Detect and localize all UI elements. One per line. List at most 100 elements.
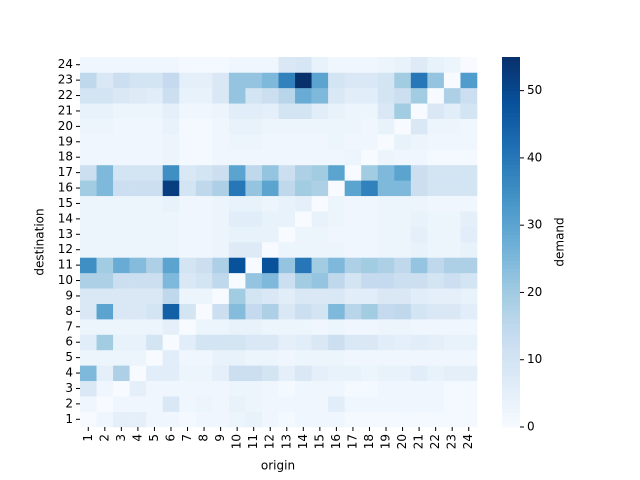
heatmap-cell [460, 242, 478, 258]
heatmap-cell [460, 211, 478, 227]
heatmap-cell [361, 226, 379, 243]
heatmap-cell [228, 242, 246, 258]
heatmap-cell [261, 303, 279, 320]
heatmap-cell [113, 103, 130, 119]
heatmap-cell [96, 134, 114, 150]
heatmap-cell [278, 334, 296, 351]
heatmap-cell [344, 72, 362, 89]
heatmap-cell [361, 195, 379, 212]
heatmap-cell [344, 288, 362, 304]
heatmap-cell [162, 72, 180, 89]
colorbar-segment [502, 94, 520, 99]
heatmap-cell [96, 180, 114, 197]
heatmap-cell [278, 87, 296, 104]
colorbar-segment [502, 112, 520, 117]
heatmap-cell [261, 334, 279, 351]
heatmap-cell [195, 319, 213, 335]
heatmap-cell [295, 149, 312, 166]
heatmap-cell [228, 211, 246, 227]
x-tick-label: 23 [445, 434, 459, 449]
heatmap-cell [129, 72, 147, 89]
heatmap-cell [146, 411, 164, 428]
y-tick-label: 5 [65, 350, 73, 364]
colorbar-segment [502, 308, 520, 313]
heatmap-cell [96, 303, 114, 320]
heatmap-cell [394, 349, 412, 366]
colorbar-segment [502, 193, 520, 199]
heatmap-cell [245, 365, 263, 382]
colorbar-label: demand [553, 217, 567, 266]
heatmap-cell [278, 303, 296, 320]
heatmap-cell [427, 272, 445, 289]
heatmap-cell [361, 319, 379, 335]
colorbar-segment [502, 108, 520, 113]
colorbar-segment [502, 304, 520, 310]
heatmap-cell [80, 149, 97, 166]
heatmap-cell [162, 411, 180, 428]
colorbar-segment [502, 227, 520, 232]
colorbar-segment [502, 212, 520, 217]
colorbar-segment [502, 138, 520, 143]
heatmap-cell [328, 180, 345, 197]
heatmap-cell [228, 303, 246, 320]
colorbar-segment [502, 286, 520, 291]
heatmap-cell [328, 118, 345, 135]
heatmap-cell [146, 195, 164, 212]
heatmap-cell [361, 211, 379, 227]
colorbar-segment [502, 168, 520, 173]
colorbar-segment [502, 419, 520, 424]
heatmap-cell [146, 380, 164, 397]
heatmap-cell [195, 380, 213, 397]
colorbar-segment [502, 153, 520, 158]
colorbar-segment [502, 323, 520, 328]
heatmap-cell [146, 87, 164, 104]
heatmap-cell [113, 288, 130, 304]
heatmap-cell [80, 411, 97, 428]
heatmap-cell [228, 87, 246, 104]
heatmap-cell [261, 87, 279, 104]
heatmap-cell [195, 149, 213, 166]
heatmap-cell [113, 303, 130, 320]
heatmap-cell [443, 411, 461, 428]
heatmap-cell [179, 272, 197, 289]
heatmap-cell [129, 149, 147, 166]
heatmap-cell [410, 72, 428, 89]
colorbar-segment [502, 338, 520, 343]
x-tick-label: 17 [345, 434, 359, 449]
colorbar-segment [502, 423, 520, 428]
heatmap-cell [212, 211, 230, 227]
colorbar-segment [502, 86, 520, 91]
heatmap-cell [80, 257, 97, 274]
heatmap-cell [80, 72, 97, 89]
heatmap-cell [460, 87, 478, 104]
heatmap-cell [162, 211, 180, 227]
heatmap-cell [162, 365, 180, 382]
x-tick-label: 8 [197, 434, 211, 442]
x-tick-label: 3 [114, 434, 128, 442]
colorbar-segment [502, 364, 520, 369]
heatmap-cell [245, 180, 263, 197]
heatmap-cell [427, 195, 445, 212]
heatmap-cell [344, 365, 362, 382]
heatmap-cell [427, 134, 445, 150]
heatmap-cell [278, 149, 296, 166]
heatmap-cell [179, 288, 197, 304]
y-tick-label: 18 [58, 150, 73, 164]
heatmap-cell [328, 164, 345, 181]
heatmap-cell [228, 396, 246, 412]
heatmap-cell [410, 319, 428, 335]
heatmap-cell [443, 303, 461, 320]
colorbar-segment [502, 341, 520, 347]
heatmap-cell [261, 57, 279, 73]
y-tick-label: 23 [58, 73, 73, 87]
heatmap-cell [394, 380, 412, 397]
heatmap-cell [162, 272, 180, 289]
colorbar-segment [502, 293, 520, 298]
heatmap-cell [311, 134, 329, 150]
heatmap-cell [344, 134, 362, 150]
heatmap-cell [278, 211, 296, 227]
heatmap-cell [311, 118, 329, 135]
heatmap-cell [245, 380, 263, 397]
heatmap-cell [113, 365, 130, 382]
heatmap-cell [311, 380, 329, 397]
